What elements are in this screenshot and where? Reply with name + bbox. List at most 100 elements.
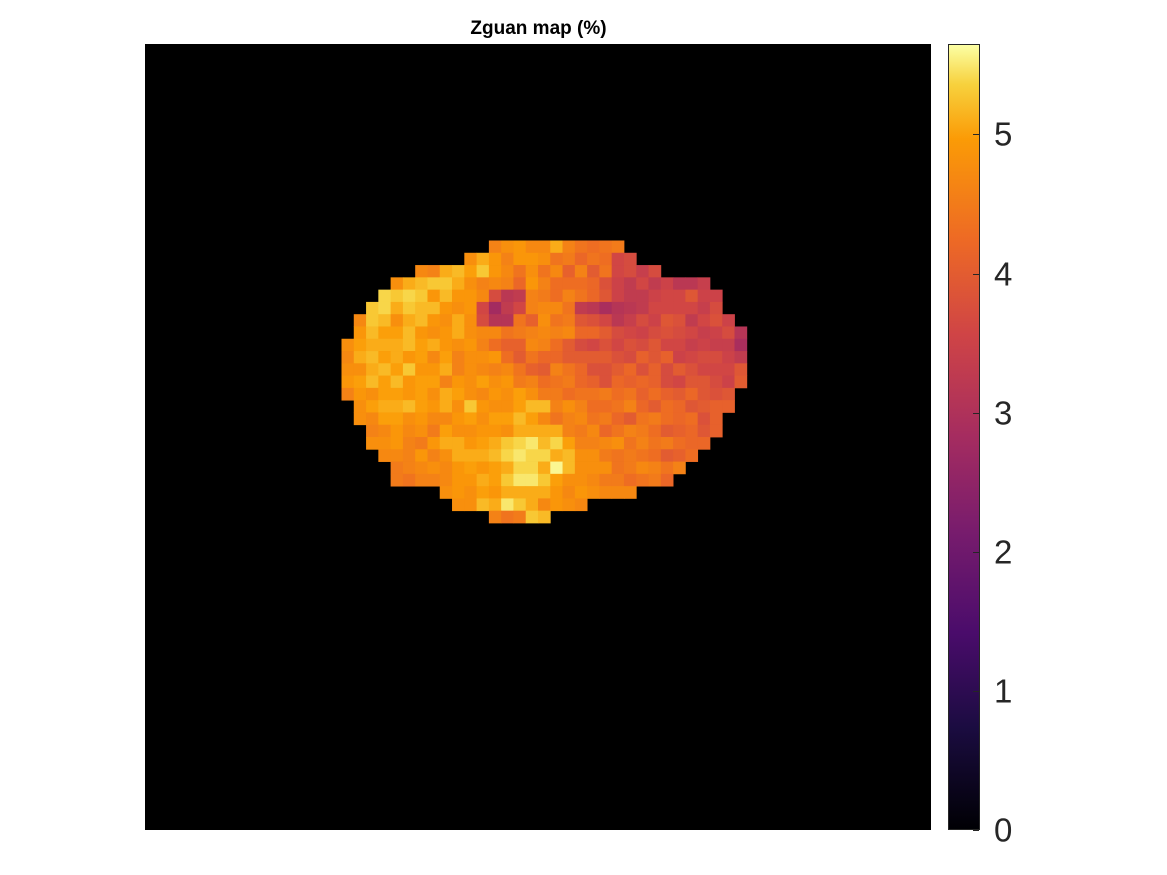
heatmap-cell xyxy=(402,375,416,389)
heatmap-cell xyxy=(538,473,551,487)
heatmap-cell xyxy=(525,424,539,438)
heatmap-cell xyxy=(599,363,613,376)
heatmap-cell xyxy=(415,375,428,389)
heatmap-cell xyxy=(513,265,527,278)
heatmap-cell xyxy=(464,461,477,475)
heatmap-cell xyxy=(611,326,625,340)
heatmap-cell xyxy=(353,314,367,327)
heatmap-cell xyxy=(550,400,563,413)
heatmap-cell xyxy=(501,252,514,266)
heatmap-cell xyxy=(501,424,514,438)
heatmap-cell xyxy=(476,400,490,413)
heatmap-cell xyxy=(402,338,416,352)
heatmap-cell xyxy=(464,387,477,401)
heatmap-cell xyxy=(636,277,649,291)
heatmap-cell xyxy=(415,363,428,376)
heatmap-cell xyxy=(673,351,686,364)
heatmap-cell xyxy=(673,326,686,340)
heatmap-cell xyxy=(538,387,551,401)
heatmap-cell xyxy=(648,363,662,376)
heatmap-cell xyxy=(390,437,404,450)
heatmap-cell xyxy=(587,424,600,438)
heatmap-cell xyxy=(427,424,441,438)
heatmap-cell xyxy=(697,314,711,327)
heatmap-cell xyxy=(611,289,625,303)
heatmap-cell xyxy=(427,400,441,413)
heatmap-cell xyxy=(599,473,613,487)
heatmap-cell xyxy=(501,301,514,315)
heatmap-cell xyxy=(476,289,490,303)
heatmap-cell xyxy=(390,473,404,487)
heatmap-cell xyxy=(550,412,563,426)
heatmap-cell xyxy=(623,449,637,462)
heatmap-cell xyxy=(439,400,453,413)
heatmap-cell xyxy=(660,437,674,450)
heatmap-cell xyxy=(550,486,563,499)
heatmap-cell xyxy=(464,338,477,352)
heatmap-cell xyxy=(353,400,367,413)
heatmap-cell xyxy=(587,461,600,475)
heatmap-cell xyxy=(587,314,600,327)
heatmap-cell xyxy=(709,314,723,327)
heatmap-cell xyxy=(611,486,625,499)
heatmap-cell xyxy=(562,351,576,364)
heatmap-cell xyxy=(611,240,625,254)
heatmap-cell xyxy=(501,289,514,303)
heatmap-cell xyxy=(538,314,551,327)
heatmap-cell xyxy=(550,437,563,450)
heatmap-cell xyxy=(525,277,539,291)
heatmap-cell xyxy=(599,449,613,462)
colorbar xyxy=(948,44,980,830)
heatmap-cell xyxy=(439,363,453,376)
heatmap-cell xyxy=(574,363,588,376)
heatmap-cell xyxy=(501,338,514,352)
heatmap-cell xyxy=(587,449,600,462)
heatmap-cell xyxy=(722,338,735,352)
heatmap-cell xyxy=(439,486,453,499)
heatmap-cell xyxy=(513,351,527,364)
heatmap-cell xyxy=(488,461,502,475)
heatmap-cell xyxy=(660,314,674,327)
heatmap-cell xyxy=(648,338,662,352)
heatmap-cell xyxy=(623,252,637,266)
heatmap-cell xyxy=(538,363,551,376)
colorbar-axis: 0 1 2 3 4 5 xyxy=(973,44,1040,847)
heatmap-cell xyxy=(611,301,625,315)
chart-title: Zguan map (%) xyxy=(470,18,607,39)
heatmap-cell xyxy=(660,473,674,487)
heatmap-cell xyxy=(488,412,502,426)
colorbar-tick xyxy=(973,134,979,136)
heatmap-cell xyxy=(366,375,379,389)
heatmap-cell xyxy=(452,449,465,462)
heatmap-cell xyxy=(562,461,576,475)
heatmap-cell xyxy=(562,363,576,376)
heatmap-cell xyxy=(538,252,551,266)
heatmap-cell xyxy=(488,314,502,327)
heatmap-cell xyxy=(648,289,662,303)
heatmap-cell xyxy=(538,351,551,364)
heatmap-cell xyxy=(513,314,527,327)
heatmap-cell xyxy=(464,498,477,512)
heatmap-cell xyxy=(550,338,563,352)
heatmap-cell xyxy=(550,289,563,303)
heatmap-cell xyxy=(599,424,613,438)
heatmap-cell xyxy=(513,486,527,499)
heatmap-cell xyxy=(402,424,416,438)
heatmap-cell xyxy=(452,265,465,278)
heatmap-cell xyxy=(439,314,453,327)
heatmap-cell xyxy=(574,461,588,475)
heatmap-cell xyxy=(709,375,723,389)
heatmap-cell xyxy=(611,314,625,327)
heatmap-cell xyxy=(390,351,404,364)
heatmap-cell xyxy=(562,338,576,352)
heatmap-cell xyxy=(488,363,502,376)
heatmap-cell xyxy=(636,375,649,389)
heatmap-cell xyxy=(415,473,428,487)
heatmap-cell xyxy=(623,400,637,413)
heatmap-cell xyxy=(439,351,453,364)
heatmap-cell xyxy=(476,387,490,401)
heatmap-cell xyxy=(611,412,625,426)
heatmap-cell xyxy=(366,400,379,413)
colorbar-tick-label: 0 xyxy=(994,811,1013,849)
heatmap-cell xyxy=(366,437,379,450)
